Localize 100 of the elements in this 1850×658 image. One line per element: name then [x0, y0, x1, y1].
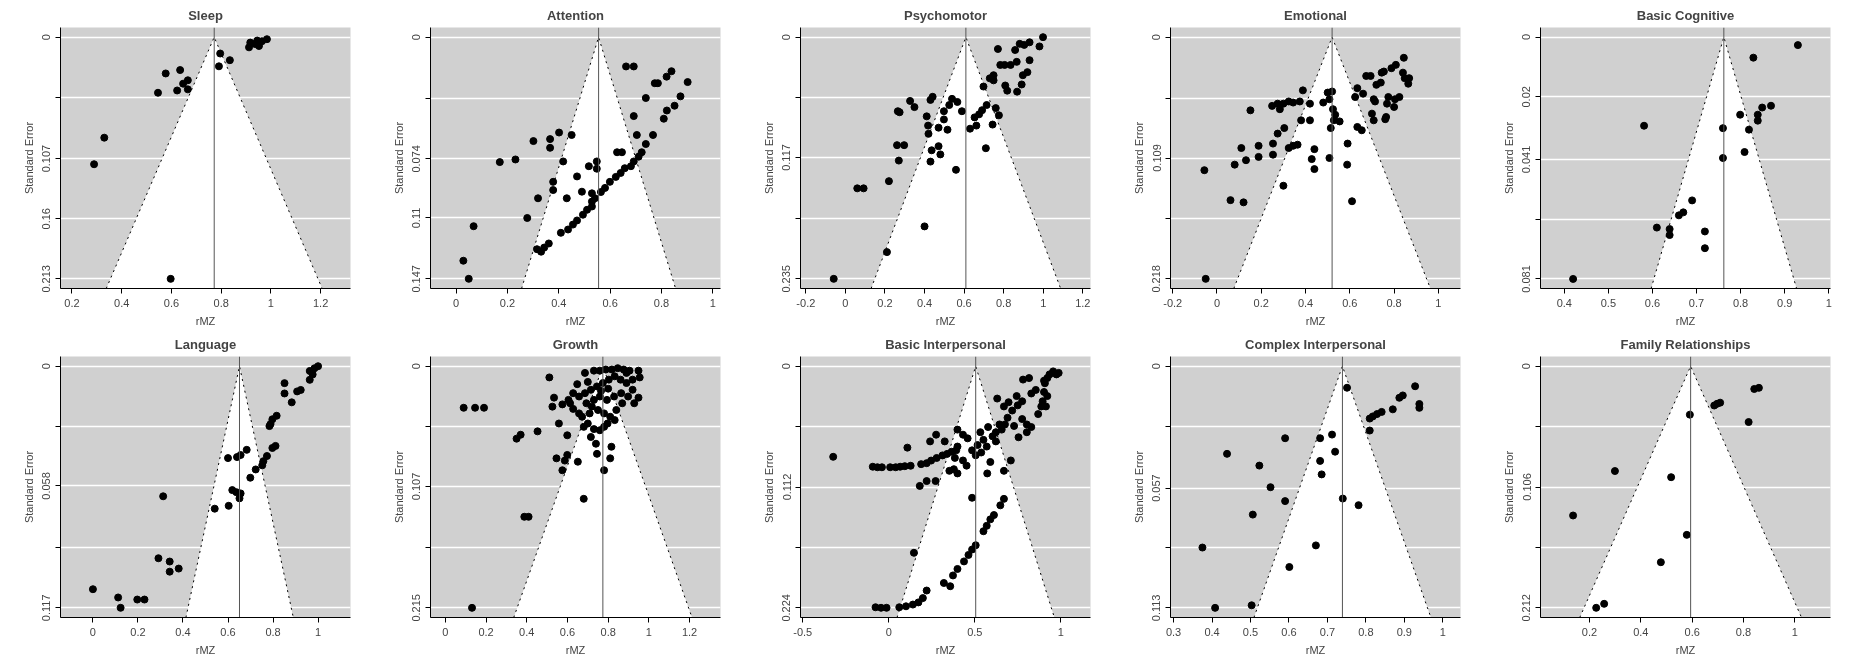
x-tick-label: 0: [1213, 296, 1221, 309]
y-tick-label: 0: [40, 363, 53, 370]
y-tick-label: 0.057: [1150, 474, 1163, 502]
x-tick-label: 1: [1825, 296, 1832, 309]
x-tick-label: 0.5: [967, 625, 983, 638]
x-axis-title: rMZ: [1305, 643, 1326, 656]
y-tick-label: 0.224: [780, 594, 793, 622]
x-tick-label: 1: [315, 625, 322, 638]
x-tick-label: 0.5: [1242, 625, 1259, 638]
y-tick-label: 0.081: [1520, 265, 1533, 293]
x-tick-label: 0.8: [1732, 296, 1749, 309]
y-tick-label: 0.213: [40, 265, 53, 293]
y-axis-title: Standard Error: [762, 450, 775, 524]
x-tick-label: 0.4: [551, 296, 567, 309]
x-tick-label: 0.5: [1600, 296, 1617, 309]
x-axis-title: rMZ: [195, 643, 216, 656]
y-tick-label: 0: [410, 363, 423, 370]
x-tick-label: 0.8: [265, 625, 281, 638]
chart-title: Complex Interpersonal: [1245, 336, 1386, 352]
x-tick-label: 1: [1040, 296, 1047, 309]
chart-title: Basic Interpersonal: [885, 336, 1006, 352]
chart-title: Attention: [546, 7, 605, 23]
y-tick-label: 0.11: [410, 207, 423, 229]
x-tick-label: 0.9: [1396, 625, 1412, 638]
x-tick-label: 0.6: [1684, 625, 1700, 638]
y-tick-label: 0.058: [40, 472, 53, 500]
x-tick-label: 0.6: [163, 296, 180, 309]
x-tick-label: 0: [842, 296, 849, 309]
x-axis-title: rMZ: [935, 314, 956, 327]
chart-title: Growth: [552, 336, 599, 352]
x-tick-label: 0.8: [213, 296, 229, 309]
y-axis-title: Standard Error: [1502, 450, 1515, 524]
x-tick-label: 0.2: [1253, 296, 1269, 309]
y-tick-label: 0: [1520, 363, 1533, 370]
x-tick-label: 0.4: [1297, 296, 1314, 309]
y-tick-label: 0: [780, 363, 793, 370]
y-axis-title: Standard Error: [22, 450, 35, 524]
x-tick-label: 1: [1435, 296, 1442, 309]
x-tick-label: 1.2: [1075, 296, 1091, 309]
x-tick-label: 0.4: [916, 296, 933, 309]
x-tick-label: 0.8: [1386, 296, 1402, 309]
y-tick-label: 0.218: [1150, 265, 1163, 293]
chart-title: Emotional: [1284, 7, 1347, 23]
x-tick-label: 0.4: [1556, 296, 1572, 309]
y-tick-label: 0.112: [780, 473, 793, 501]
x-tick-label: 0.6: [559, 625, 576, 638]
y-tick-label: 0: [1150, 363, 1163, 370]
x-axis-title: rMZ: [565, 314, 586, 327]
x-axis-title: rMZ: [195, 314, 216, 327]
y-tick-label: 0.107: [410, 472, 423, 501]
x-tick-label: 0.4: [114, 296, 130, 309]
x-axis-title: rMZ: [1305, 314, 1326, 327]
y-tick-label: 0.041: [1520, 145, 1533, 174]
y-axis-title: Standard Error: [762, 121, 775, 195]
y-tick-label: 0: [1520, 33, 1533, 41]
y-tick-label: 0.117: [780, 144, 793, 171]
x-tick-label: 0.9: [1777, 296, 1793, 309]
x-tick-label: 0.4: [175, 625, 191, 638]
x-tick-label: 0.7: [1319, 625, 1336, 638]
x-tick-label: 0: [885, 625, 892, 638]
y-tick-label: 0.117: [40, 594, 53, 622]
x-tick-label: 0: [89, 625, 96, 638]
y-tick-label: 0: [40, 34, 53, 41]
x-tick-label: 0.8: [600, 625, 616, 638]
y-axis-title: Standard Error: [1132, 121, 1145, 195]
y-tick-label: 0.107: [40, 144, 53, 173]
y-tick-label: 0.215: [410, 594, 423, 622]
x-tick-label: 0.4: [519, 625, 535, 638]
x-tick-label: 0.2: [1581, 625, 1598, 638]
y-axis-title: Standard Error: [22, 121, 35, 195]
x-tick-label: -0.5: [793, 625, 813, 638]
y-tick-label: 0.106: [1520, 473, 1533, 501]
y-tick-label: 0: [780, 34, 793, 41]
x-tick-label: 0.3: [1165, 625, 1182, 638]
x-tick-label: 0.2: [64, 296, 80, 309]
x-tick-label: 1: [1057, 625, 1064, 638]
x-tick-label: 0.4: [1204, 625, 1220, 638]
x-tick-label: 0: [453, 296, 460, 309]
x-tick-label: 0.8: [1358, 625, 1374, 638]
x-tick-label: 1: [645, 625, 652, 638]
chart-title: Psychomotor: [903, 7, 988, 23]
x-tick-label: 0.2: [877, 296, 893, 309]
x-tick-label: 1: [1791, 625, 1798, 638]
y-tick-label: 0: [410, 34, 423, 41]
x-tick-label: 0.8: [996, 296, 1012, 309]
y-axis-title: Standard Error: [392, 450, 405, 524]
x-tick-label: 0.8: [653, 296, 670, 309]
y-tick-label: 0.235: [780, 265, 793, 293]
x-tick-label: 0.2: [130, 625, 146, 638]
chart-title: Language: [174, 336, 237, 352]
y-tick-label: 0.147: [410, 265, 423, 293]
x-tick-label: 0.4: [1633, 625, 1649, 638]
y-tick-label: 0.16: [40, 207, 53, 230]
x-tick-label: 0.6: [602, 296, 618, 309]
x-tick-label: 1.2: [313, 296, 329, 309]
x-tick-label: 0.6: [1342, 296, 1358, 309]
y-tick-label: 0.113: [1150, 594, 1163, 622]
x-tick-label: 0.6: [1281, 625, 1297, 638]
y-tick-label: 0.212: [1520, 594, 1533, 622]
x-tick-label: 1: [709, 296, 716, 309]
